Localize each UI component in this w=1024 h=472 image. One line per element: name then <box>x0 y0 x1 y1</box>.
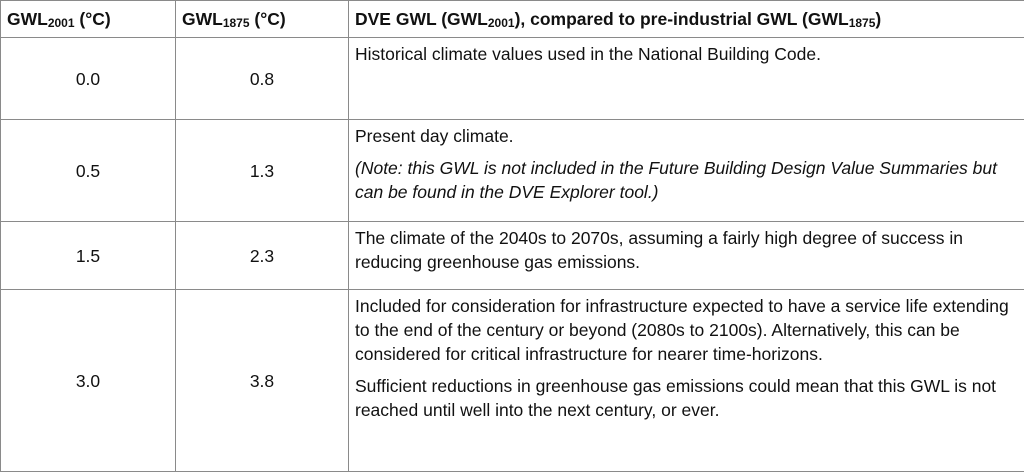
header-cell: DVE GWL (GWL2001), compared to pre-indus… <box>348 0 1024 38</box>
header-text: ) <box>875 9 882 29</box>
gwl-2001-cell: 0.5 <box>0 119 176 222</box>
table-row: 3.0 3.8 Included for consideration for inf… <box>0 289 1024 472</box>
table-row: 0.0 0.8 Historical climate values used in … <box>0 37 1024 120</box>
gwl-1875-cell: 1.3 <box>175 119 349 222</box>
description-text: Sufficient reductions in greenhouse gas … <box>355 376 997 420</box>
gwl-2001-cell: 3.0 <box>0 289 176 472</box>
header-text: (°C) <box>74 9 111 29</box>
description-cell: Present day climate. (Note: this GWL is n… <box>348 119 1024 222</box>
header-text: GWL <box>182 9 223 29</box>
header-text: GWL <box>7 9 48 29</box>
note-text: (Note: this GWL is not included in the F… <box>355 158 997 202</box>
gwl-2001-cell: 1.5 <box>0 221 176 290</box>
gwl-1875-cell: 2.3 <box>175 221 349 290</box>
header-text: DVE GWL (GWL <box>355 9 488 29</box>
header-text: ), compared to pre-industrial GWL (GWL <box>514 9 849 29</box>
header-text: (°C) <box>249 9 286 29</box>
description-cell: Historical climate values used in the Na… <box>348 37 1024 120</box>
description-text: Historical climate values used in the Na… <box>355 44 821 64</box>
description-cell: The climate of the 2040s to 2070s, assum… <box>348 221 1024 290</box>
subscript: 1875 <box>222 16 250 30</box>
gwl-1875-cell: 0.8 <box>175 37 349 120</box>
gwl-1875-cell: 3.8 <box>175 289 349 472</box>
description-text: Included for consideration for infrastru… <box>355 296 1009 364</box>
header-cell: GWL2001 (°C) <box>0 0 176 38</box>
description-cell: Included for consideration for infrastru… <box>348 289 1024 472</box>
subscript: 1875 <box>848 16 876 30</box>
table-row: 0.5 1.3 Present day climate. (Note: this GW… <box>0 119 1024 222</box>
subscript: 2001 <box>487 16 515 30</box>
table-row: 1.5 2.3 The climate of the 2040s to 2070s,… <box>0 221 1024 290</box>
description-text: Present day climate. <box>355 126 514 146</box>
gwl-2001-cell: 0.0 <box>0 37 176 120</box>
header-row: GWL2001 (°C) GWL1875 (°C) DVE GWL (GWL2001… <box>0 0 1024 38</box>
subscript: 2001 <box>47 16 75 30</box>
description-text: The climate of the 2040s to 2070s, assum… <box>355 228 963 272</box>
header-cell: GWL1875 (°C) <box>175 0 349 38</box>
